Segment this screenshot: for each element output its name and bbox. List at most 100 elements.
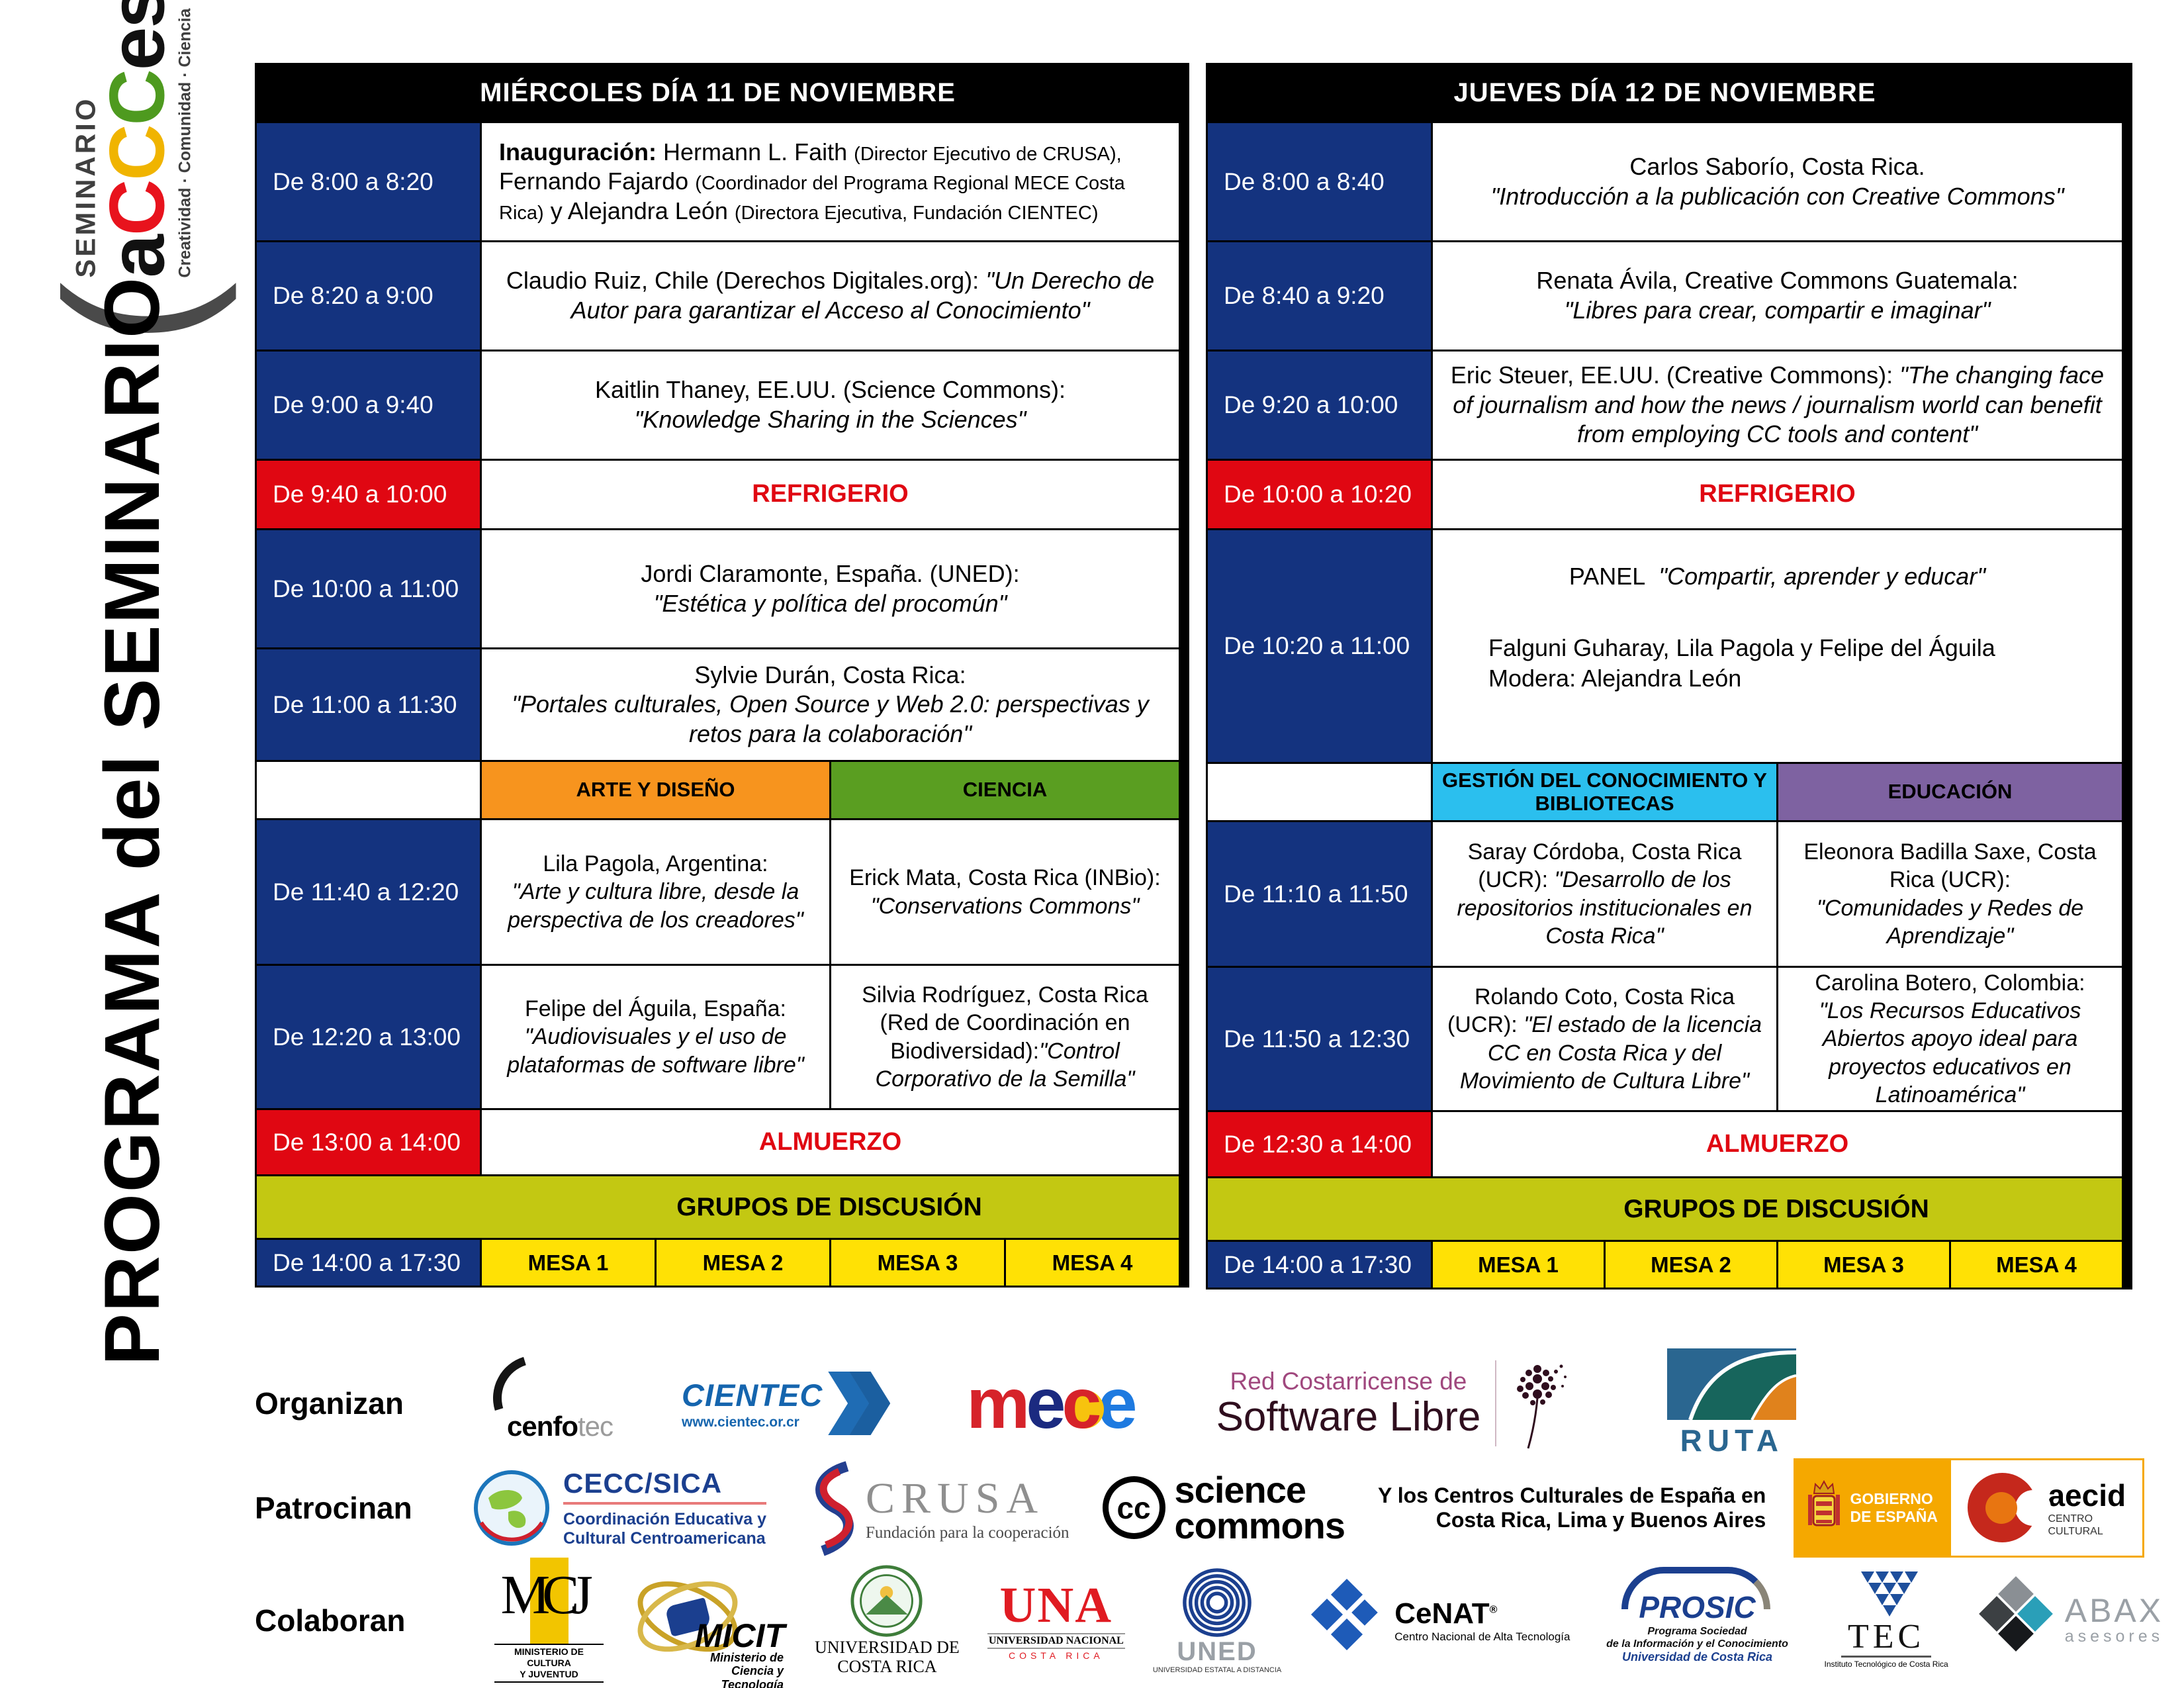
session-text: Saray Córdoba, Costa Rica (UCR): "Desarr…: [1445, 838, 1764, 950]
time-cell-break: De 12:30 a 14:00: [1208, 1112, 1431, 1176]
session-cell: Jordi Claramonte, España. (UNED): "Estét…: [480, 530, 1179, 647]
time-cell: De 9:00 a 9:40: [257, 352, 480, 459]
una-logo: UNA UNIVERSIDAD NACIONAL COSTA RICA: [987, 1580, 1125, 1661]
cc-icon: cc: [1102, 1476, 1165, 1539]
speaker-text: Fernando Fajardo: [499, 167, 689, 195]
organizan-row: Organizan cenfotec CIENTEC www.cientec.o…: [255, 1340, 2148, 1458]
talk-title: "Comunidades y Redes de Aprendizaje": [1816, 895, 2084, 949]
micit-logo: MICIT Ministerio de Ciencia y Tecnología: [627, 1566, 787, 1688]
mesa-cell: MESA 1: [480, 1240, 655, 1286]
groups-row: GRUPOS DE DISCUSIÓN: [257, 1174, 1179, 1238]
una-wordmark: UNA: [999, 1577, 1113, 1633]
abax-wordmark: ABAX: [2064, 1592, 2164, 1629]
session-cell: Kaitlin Thaney, EE.UU. (Science Commons)…: [480, 352, 1179, 459]
talk-title: "Portales culturales, Open Source y Web …: [512, 690, 1149, 747]
speaker-text: Eric Steuer, EE.UU. (Creative Commons):: [1450, 361, 1893, 389]
tec-logo: TEC Instituto Tecnológico de Costa Rica: [1825, 1571, 1948, 1669]
break-cell: REFRIGERIO: [480, 461, 1179, 528]
software-libre-line1: Red Costarricense de: [1230, 1368, 1467, 1395]
centros-culturales-note: Y los Centros Culturales de España en Co…: [1378, 1483, 1766, 1532]
session-cell: Eric Steuer, EE.UU. (Creative Commons): …: [1431, 352, 2122, 459]
cenfotec-text: cenfo: [507, 1411, 578, 1442]
panel-title: "Compartir, aprender y educar": [1659, 563, 1986, 590]
logo-letter-c-red: C: [93, 180, 181, 236]
uned-logo: UNED UNIVERSIDAD ESTATAL A DISTANCIA: [1153, 1567, 1281, 1674]
abax-caption: asesores: [2064, 1627, 2164, 1646]
cecc-rule: [563, 1501, 767, 1505]
aecid-notch: [2015, 1490, 2052, 1526]
centros-line1: Y los Centros Culturales de España en: [1378, 1483, 1766, 1507]
prosic-sub1: Programa Sociedad: [1647, 1625, 1747, 1637]
crusa-logo: CRUSA Fundación para la cooperación: [799, 1458, 1069, 1558]
track-header-spacer: [1208, 764, 1431, 820]
micit-sub1: Ministerio de: [709, 1650, 784, 1664]
mcj-yellow-bar-icon: [529, 1558, 569, 1644]
software-libre-wordmark: Red Costarricense de Software Libre: [1216, 1368, 1481, 1438]
track-header-gestion: GESTIÓN DEL CONOCIMIENTO Y BIBLIOTECAS: [1431, 764, 1776, 820]
schedule-row: De 11:10 a 11:50 Saray Córdoba, Costa Ri…: [1208, 820, 2122, 966]
mcj-sub1: MINISTERIO DE CULTURA: [514, 1646, 584, 1669]
patrocinan-label: Patrocinan: [255, 1490, 412, 1525]
logo-tagline: Creatividad · Comunidad · Ciencia: [175, 8, 195, 278]
speaker-text: Silvia Rodríguez, Costa Rica (Red de Coo…: [862, 982, 1148, 1064]
cc-text: cc: [1116, 1490, 1151, 1525]
colaboran-row: Colaboran MCJ MINISTERIO DE CULTURA Y JU…: [255, 1558, 2161, 1688]
cientec-chevrons-icon: [828, 1372, 891, 1435]
mesa-cell: MESA 2: [1604, 1242, 1776, 1288]
speaker-text: Lila Pagola, Argentina:: [543, 851, 768, 877]
logo-acceso-wordmark: aCCCeso: [93, 0, 181, 277]
uned-wordmark: UNED: [1177, 1636, 1257, 1666]
mesa-cell: MESA 4: [1949, 1242, 2122, 1288]
cecc-text-block: CECC/SICA Coordinación Educativa y Cultu…: [563, 1468, 767, 1548]
time-cell: De 11:40 a 12:20: [257, 820, 480, 964]
break-label: REFRIGERIO: [1699, 480, 1856, 508]
speaker-role: (Coordinador del Programa Regional MECE …: [499, 173, 1125, 224]
track-header-ciencia: CIENCIA: [829, 762, 1179, 818]
session-text: Inauguración: Hermann L. Faith (Director…: [499, 138, 1161, 226]
time-cell: De 11:00 a 11:30: [257, 649, 480, 760]
speaker-text: Renata Ávila, Creative Commons Guatemala…: [1536, 267, 2019, 295]
day-header-thursday: JUEVES DÍA 12 DE NOVIEMBRE: [1208, 65, 2122, 121]
colaboran-label: Colaboran: [255, 1603, 406, 1638]
cenat-wordmark: CeNAT®: [1394, 1597, 1570, 1630]
mesa-row: De 14:00 a 17:30 MESA 1 MESA 2 MESA 3 ME…: [257, 1238, 1179, 1286]
session-lead: Inauguración:: [499, 138, 657, 165]
groups-label: GRUPOS DE DISCUSIÓN: [676, 1192, 982, 1221]
commons-text: commons: [1174, 1504, 1345, 1546]
break-cell: REFRIGERIO: [1431, 461, 2122, 528]
crusa-wordmark: CRUSA: [866, 1474, 1045, 1523]
spain-crest-icon: [1807, 1479, 1840, 1526]
cenat-text-block: CeNAT® Centro Nacional de Alta Tecnologí…: [1394, 1597, 1570, 1644]
aecid-logo: aecid CENTRO CULTURAL: [1949, 1458, 2145, 1558]
speaker-text: Hermann L. Faith: [663, 138, 848, 165]
aecid-sub1: CENTRO: [2048, 1513, 2093, 1525]
schedule-table-wednesday: MIÉRCOLES DÍA 11 DE NOVIEMBRE De 8:00 a …: [255, 63, 1189, 1288]
break-row: De 12:30 a 14:00 ALMUERZO: [1208, 1110, 2122, 1176]
mcj-caption: MINISTERIO DE CULTURA Y JUVENTUD: [494, 1644, 604, 1683]
session-cell-track-b: Erick Mata, Costa Rica (INBio): "Conserv…: [829, 820, 1179, 964]
abax-logo: ABAX asesores: [1976, 1575, 2163, 1661]
uned-caption: UNIVERSIDAD ESTATAL A DISTANCIA: [1152, 1665, 1282, 1674]
science-commons-wordmark: science commons: [1174, 1472, 1345, 1546]
speaker-role: (Directora Ejecutiva, Fundación CIENTEC): [734, 202, 1099, 224]
divider: [1495, 1360, 1497, 1446]
session-cell: Claudio Ruiz, Chile (Derechos Digitales.…: [480, 242, 1179, 350]
logo-text-block: SEMINARIO aCCCeso Creatividad · Comunida…: [69, 0, 195, 277]
tec-caption: Instituto Tecnológico de Costa Rica: [1824, 1659, 1948, 1669]
logo-letter-c-yellow: C: [93, 125, 181, 181]
cecc-globe-icon: [474, 1470, 549, 1546]
diamond-icon: [1331, 1618, 1363, 1650]
mesa-cell: MESA 3: [829, 1240, 1004, 1286]
cenat-logo: CeNAT® Centro Nacional de Alta Tecnologí…: [1309, 1578, 1570, 1658]
talk-title: "Un Derecho de Autor para garantizar el …: [570, 267, 1155, 324]
abax-text-block: ABAX asesores: [2065, 1594, 2163, 1646]
day-header-wednesday: MIÉRCOLES DÍA 11 DE NOVIEMBRE: [257, 65, 1179, 121]
talk-title: "Libres para crear, compartir e imaginar…: [1564, 297, 1991, 324]
organizan-label: Organizan: [255, 1386, 404, 1421]
mece-letter: e: [1097, 1363, 1137, 1443]
prosic-sub2: de la Información y el Conocimiento: [1606, 1638, 1788, 1650]
page-title: PROGRAMA del SEMINARIO: [40, 276, 225, 1366]
schedule-row: De 11:50 a 12:30 Rolando Coto, Costa Ric…: [1208, 966, 2122, 1110]
